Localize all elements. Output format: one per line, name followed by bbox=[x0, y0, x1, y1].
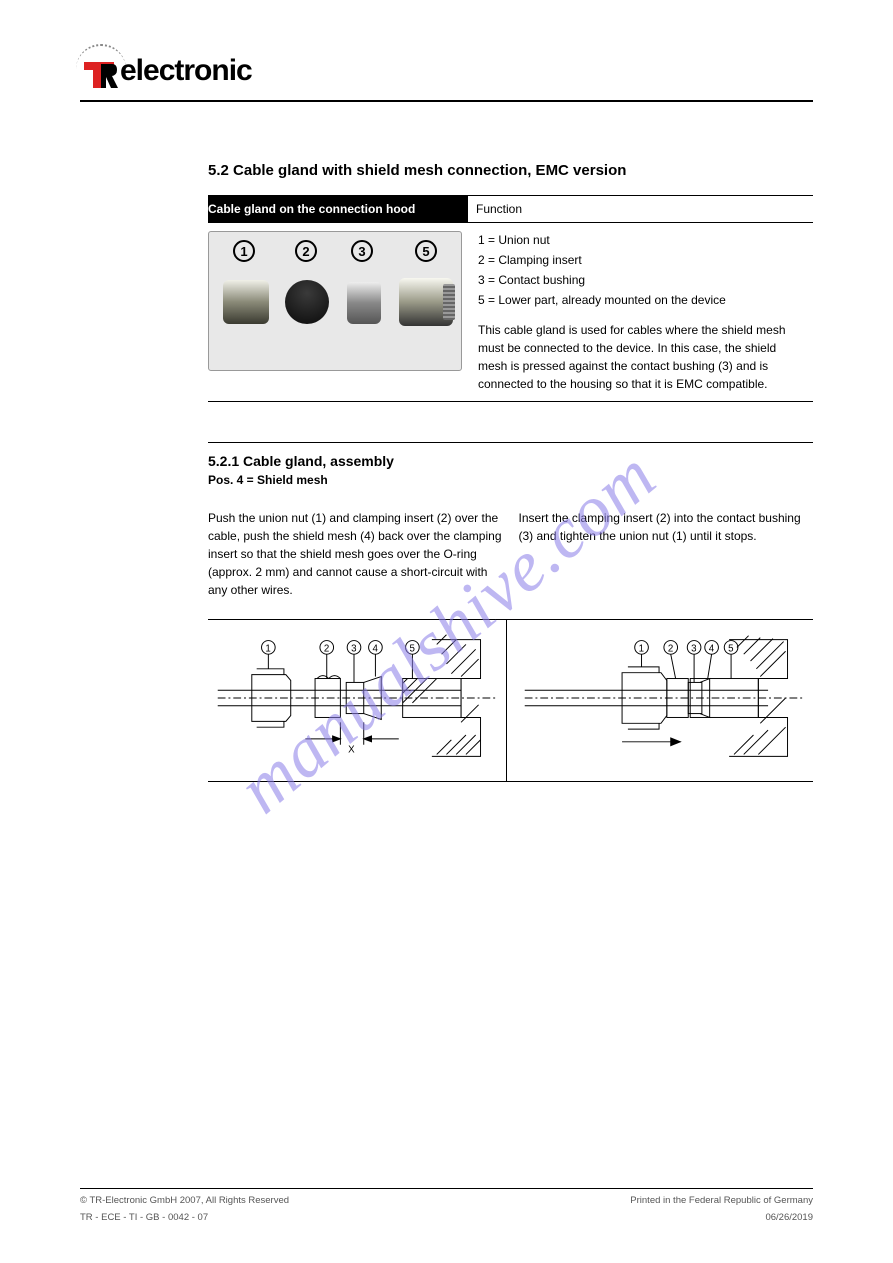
svg-text:2: 2 bbox=[324, 643, 329, 654]
list-item: 2 = Clamping insert bbox=[478, 251, 805, 269]
svg-text:1: 1 bbox=[639, 643, 644, 654]
instruction-right: Insert the clamping insert (2) into the … bbox=[519, 509, 814, 599]
svg-text:5: 5 bbox=[728, 643, 733, 654]
part-description: This cable gland is used for cables wher… bbox=[478, 321, 805, 393]
page: electronic 5.2 Cable gland with shield m… bbox=[0, 0, 893, 1263]
part-clamping-insert bbox=[285, 280, 329, 324]
table-desc-cell: 1 = Union nut 2 = Clamping insert 3 = Co… bbox=[470, 223, 813, 401]
diagram-left: 1 2 3 4 5 X bbox=[208, 620, 506, 781]
section-assembly: 5.2.1 Cable gland, assembly Pos. 4 = Shi… bbox=[208, 442, 813, 782]
table-header-left: Cable gland on the connection hood bbox=[208, 196, 468, 222]
section-title: 5.2 Cable gland with shield mesh connect… bbox=[208, 162, 813, 179]
diagram-row: 1 2 3 4 5 X bbox=[208, 619, 813, 782]
svg-text:2: 2 bbox=[668, 643, 673, 654]
table-image-cell: 1 2 3 5 bbox=[208, 223, 470, 401]
svg-text:4: 4 bbox=[709, 643, 715, 654]
svg-text:5: 5 bbox=[409, 643, 414, 654]
instruction-left: Push the union nut (1) and clamping inse… bbox=[208, 509, 503, 599]
list-item: 5 = Lower part, already mounted on the d… bbox=[478, 291, 805, 309]
subsection-title: 5.2.1 Cable gland, assembly bbox=[208, 453, 813, 469]
part-lower bbox=[399, 278, 453, 326]
footer-print: Printed in the Federal Republic of Germa… bbox=[630, 1195, 813, 1206]
photo-label-3: 3 bbox=[351, 240, 373, 262]
footer-date: 06/26/2019 bbox=[765, 1212, 813, 1223]
header: electronic bbox=[80, 50, 813, 92]
footer: © TR-Electronic GmbH 2007, All Rights Re… bbox=[80, 1188, 813, 1223]
part-contact-bushing bbox=[347, 282, 381, 324]
table-header-right: Function bbox=[468, 196, 813, 222]
logo-mark bbox=[80, 50, 122, 92]
header-rule bbox=[80, 100, 813, 102]
list-item: 1 = Union nut bbox=[478, 231, 805, 249]
divider bbox=[208, 442, 813, 443]
photo-label-2: 2 bbox=[295, 240, 317, 262]
photo-label-5: 5 bbox=[415, 240, 437, 262]
section-cable-gland: 5.2 Cable gland with shield mesh connect… bbox=[80, 162, 813, 402]
assembly-diagram-1: 1 2 3 4 5 X bbox=[208, 628, 500, 768]
footer-docid: TR - ECE - TI - GB - 0042 - 07 bbox=[80, 1212, 208, 1223]
parts-photo: 1 2 3 5 bbox=[208, 231, 462, 371]
footer-rule bbox=[80, 1188, 813, 1189]
logo: electronic bbox=[80, 50, 252, 92]
part-union-nut bbox=[223, 280, 269, 324]
svg-text:1: 1 bbox=[265, 643, 270, 654]
list-item: 3 = Contact bushing bbox=[478, 271, 805, 289]
subsection-subtitle: Pos. 4 = Shield mesh bbox=[208, 473, 813, 487]
svg-text:3: 3 bbox=[691, 643, 696, 654]
parts-list: 1 = Union nut 2 = Clamping insert 3 = Co… bbox=[478, 231, 805, 309]
diagram-right: 1 2 3 4 5 bbox=[506, 620, 813, 781]
assembly-diagram-2: 1 2 3 4 5 bbox=[515, 628, 807, 768]
footer-copyright: © TR-Electronic GmbH 2007, All Rights Re… bbox=[80, 1195, 289, 1206]
svg-text:3: 3 bbox=[351, 643, 356, 654]
svg-text:X: X bbox=[348, 745, 355, 756]
photo-label-1: 1 bbox=[233, 240, 255, 262]
svg-text:4: 4 bbox=[372, 643, 378, 654]
spec-table: Cable gland on the connection hood Funct… bbox=[208, 195, 813, 402]
logo-text: electronic bbox=[120, 54, 252, 88]
